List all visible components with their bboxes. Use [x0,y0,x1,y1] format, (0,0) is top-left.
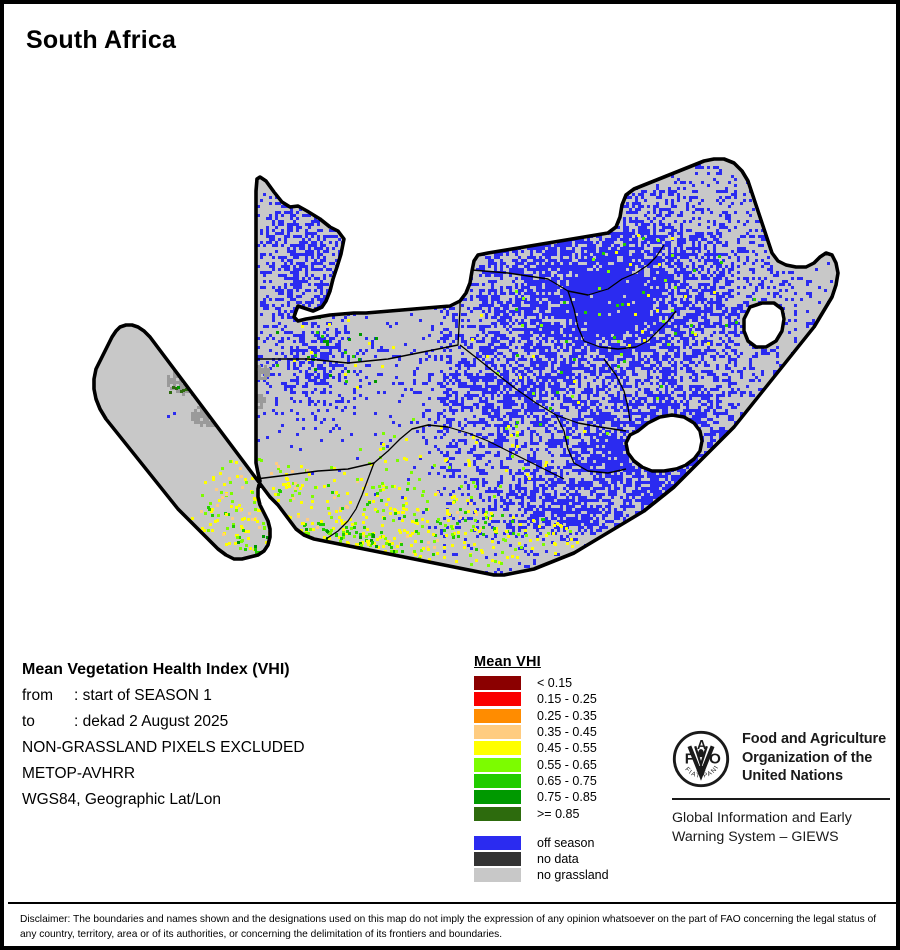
legend-class-label: 0.75 - 0.85 [537,790,597,805]
legend-class-row[interactable]: 0.35 - 0.45 [474,724,664,740]
legend-class-swatch [474,741,521,756]
metadata-to-row: to : dekad 2 August 2025 [22,709,442,735]
metadata-from-label: from [22,687,53,704]
fao-org-line-3: United Nations [742,768,843,784]
metadata-from-row: from : start of SEASON 1 [22,683,442,709]
metadata-from-value: : start of SEASON 1 [74,687,212,704]
giews-line-1: Global Information and Early [672,810,852,826]
legend-class-label: 0.55 - 0.65 [537,757,597,772]
legend-special-list: off season no data no grassland [474,835,664,884]
legend-special-row[interactable]: no data [474,851,664,867]
legend-special-row[interactable]: off season [474,835,664,851]
svg-text:O: O [709,751,721,768]
legend-class-row[interactable]: 0.55 - 0.65 [474,756,664,772]
legend-class-list: < 0.15 0.15 - 0.25 0.25 - 0.35 0.35 - 0.45 0… [474,675,664,822]
legend-class-swatch [474,692,521,707]
fao-organization-name: Food and Agriculture Organization of the… [742,730,886,786]
fao-org-line-1: Food and Agriculture [742,731,887,747]
legend-special-label: no data [537,852,579,867]
legend-class-label: 0.45 - 0.55 [537,741,597,756]
fao-branding-block: F A O FIAT PANIS Food and Agriculture Or… [669,725,892,847]
legend-class-row[interactable]: 0.15 - 0.25 [474,691,664,707]
metadata-pixel-note: NON-GRASSLAND PIXELS EXCLUDED [22,739,305,756]
legend-class-label: 0.35 - 0.45 [537,725,597,740]
legend-class-row[interactable]: < 0.15 [474,675,664,691]
legend-class-swatch [474,757,521,772]
fao-logo-icon: F A O FIAT PANIS [669,725,730,788]
legend-special-swatch [474,868,521,883]
giews-line-2: Warning System – GIEWS [672,829,839,845]
map-figure [8,59,896,629]
legend-special-swatch [474,835,521,850]
legend-class-row[interactable]: 0.25 - 0.35 [474,708,664,724]
legend-special-swatch [474,852,521,867]
legend-class-row[interactable]: 0.65 - 0.75 [474,773,664,789]
fao-divider [672,798,890,800]
metadata-sensor: METOP-AVHRR [22,765,136,782]
legend-class-label: < 0.15 [537,676,573,691]
legend-class-row[interactable]: >= 0.85 [474,805,664,821]
legend-class-label: 0.65 - 0.75 [537,773,597,788]
legend: Mean VHI < 0.15 0.15 - 0.25 0.25 - 0.35 0.3… [474,654,664,884]
metadata-projection: WGS84, Geographic Lat/Lon [22,791,222,808]
legend-class-swatch [474,725,521,740]
svg-text:F: F [685,751,694,768]
legend-spacer [474,822,664,835]
legend-class-row[interactable]: 0.75 - 0.85 [474,789,664,805]
disclaimer-divider [8,902,896,904]
metadata-to-value: : dekad 2 August 2025 [74,713,229,730]
legend-class-label: 0.25 - 0.35 [537,708,597,723]
fao-logo-row: F A O FIAT PANIS Food and Agriculture Or… [669,725,892,788]
legend-class-label: >= 0.85 [537,806,580,821]
vhi-raster-map[interactable] [8,59,896,629]
giews-system-name: Global Information and Early Warning Sys… [672,809,892,847]
legend-class-swatch [474,708,521,723]
legend-class-swatch [474,676,521,691]
legend-class-swatch [474,790,521,805]
legend-class-swatch [474,806,521,821]
legend-special-row[interactable]: no grassland [474,867,664,883]
map-metadata-block: Mean Vegetation Health Index (VHI) from:… [22,656,442,813]
legend-class-swatch [474,773,521,788]
disclaimer-text: Disclaimer: The boundaries and names sho… [20,914,877,940]
legend-class-label: 0.15 - 0.25 [537,692,597,707]
fao-org-line-2: Organization of the [742,749,873,766]
legend-special-label: off season [537,835,595,850]
metadata-heading: Mean Vegetation Health Index (VHI) [22,661,290,678]
legend-title: Mean VHI [474,654,541,670]
metadata-to-label: to [22,713,35,730]
legend-class-row[interactable]: 0.45 - 0.55 [474,740,664,756]
svg-text:A: A [697,737,706,752]
legend-special-label: no grassland [537,868,609,883]
page-title: South Africa [26,26,177,54]
